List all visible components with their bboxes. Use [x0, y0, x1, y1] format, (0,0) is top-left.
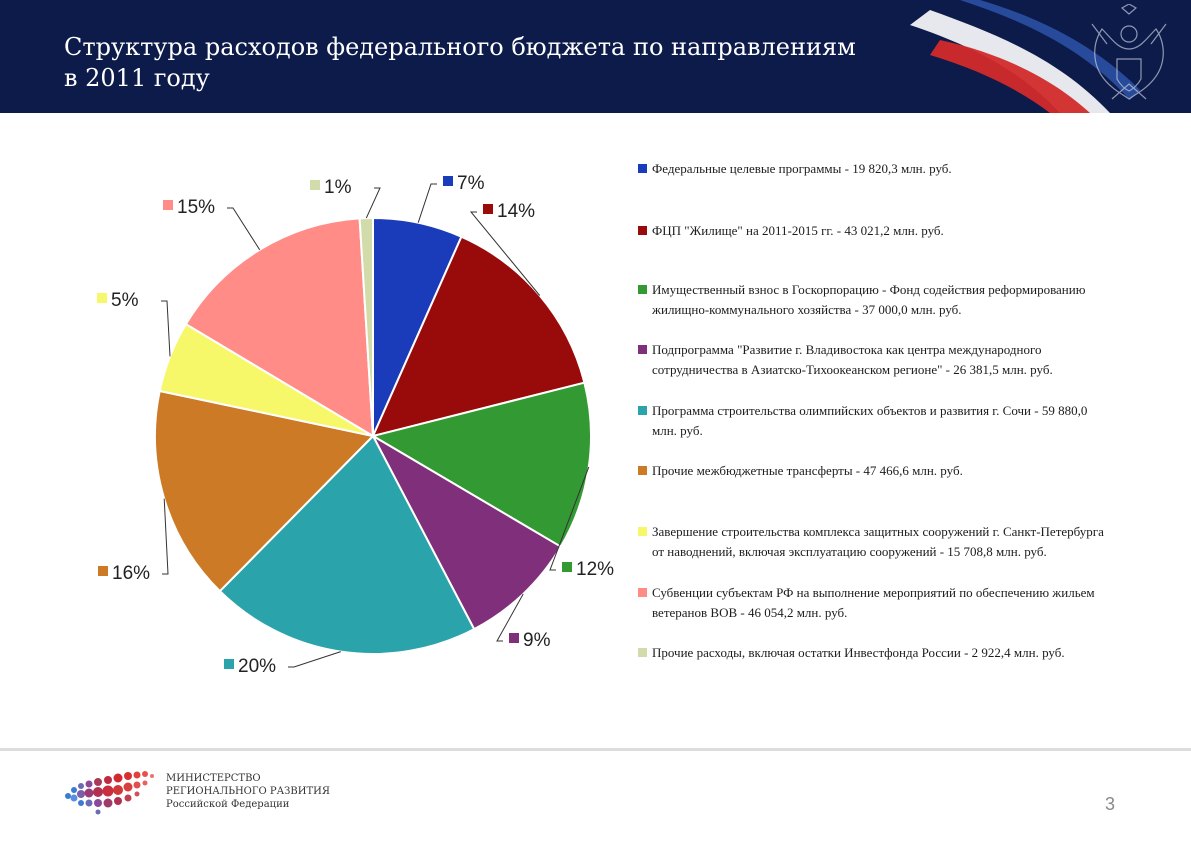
ministry-line-3: Российской Федерации — [166, 799, 290, 810]
data-label-8: 15% — [177, 197, 215, 218]
data-label-2: 14% — [497, 201, 535, 222]
legend-item-6: Прочие межбюджетные трансферты - 47 466,… — [638, 461, 1108, 481]
legend-item-1: Федеральные целевые программы - 19 820,3… — [638, 159, 1108, 179]
legend-label-8: Субвенции субъектам РФ на выполнение мер… — [652, 585, 1095, 620]
footer-divider — [0, 748, 1191, 751]
slide-header: Структура расходов федерального бюджета … — [0, 0, 1191, 113]
leader-line-2 — [469, 211, 541, 296]
leader-line-4 — [496, 593, 524, 642]
legend-label-9: Прочие расходы, включая остатки Инвестфо… — [652, 645, 1065, 660]
legend-swatch-5 — [638, 406, 647, 415]
data-label-swatch-8 — [163, 200, 173, 210]
leader-line-1 — [417, 183, 437, 223]
leader-line-3 — [549, 466, 590, 571]
data-label-swatch-6 — [98, 566, 108, 576]
legend-swatch-4 — [638, 345, 647, 354]
legend-swatch-6 — [638, 466, 647, 475]
legend-item-5: Программа строительства олимпийских объе… — [638, 401, 1108, 440]
legend-swatch-3 — [638, 285, 647, 294]
legend-swatch-9 — [638, 648, 647, 657]
data-label-swatch-5 — [224, 659, 234, 669]
data-label-swatch-3 — [562, 562, 572, 572]
legend-item-7: Завершение строительства комплекса защит… — [638, 522, 1108, 561]
data-label-swatch-1 — [443, 176, 453, 186]
ministry-name: МИНИСТЕРСТВО РЕГИОНАЛЬНОГО РАЗВИТИЯ Росс… — [166, 772, 330, 811]
pie-slice-5 — [218, 434, 476, 655]
pie-slice-9 — [358, 216, 374, 437]
coat-of-arms-icon — [1091, 4, 1167, 100]
ministry-logo-icon — [65, 771, 154, 815]
leader-line-5 — [288, 651, 341, 668]
data-label-7: 5% — [111, 290, 139, 311]
pie-slice-2 — [371, 235, 586, 438]
slide-title-line-2: в 2011 году — [64, 64, 210, 92]
legend-label-6: Прочие межбюджетные трансферты - 47 466,… — [652, 463, 963, 478]
legend-swatch-2 — [638, 226, 647, 235]
legend-item-4: Подпрограмма "Развитие г. Владивостока к… — [638, 340, 1108, 379]
data-label-swatch-9 — [310, 180, 320, 190]
legend-swatch-8 — [638, 588, 647, 597]
leader-line-9 — [365, 187, 381, 219]
data-label-swatch-4 — [509, 633, 519, 643]
slide-title-line-1: Структура расходов федерального бюджета … — [64, 33, 856, 61]
pie-slice-4 — [370, 433, 563, 631]
legend-label-4: Подпрограмма "Развитие г. Владивостока к… — [652, 342, 1053, 377]
legend-label-3: Имущественный взнос в Госкорпорацию - Фо… — [652, 282, 1086, 317]
legend-item-8: Субвенции субъектам РФ на выполнение мер… — [638, 583, 1108, 622]
leader-line-8 — [227, 207, 261, 251]
legend-label-2: ФЦП "Жилище" на 2011-2015 гг. - 43 021,2… — [652, 223, 944, 238]
legend-label-1: Федеральные целевые программы - 19 820,3… — [652, 161, 952, 176]
page-number: 3 — [1105, 794, 1116, 814]
data-label-1: 7% — [457, 173, 485, 194]
data-label-swatch-2 — [483, 204, 493, 214]
ministry-line-2: РЕГИОНАЛЬНОГО РАЗВИТИЯ — [166, 786, 330, 797]
data-label-5: 20% — [238, 656, 276, 677]
legend-item-9: Прочие расходы, включая остатки Инвестфо… — [638, 643, 1108, 663]
legend-swatch-1 — [638, 164, 647, 173]
data-label-4: 9% — [523, 630, 551, 651]
data-label-swatch-7 — [97, 293, 107, 303]
legend-swatch-7 — [638, 527, 647, 536]
legend-label-5: Программа строительства олимпийских объе… — [652, 403, 1088, 438]
legend-item-3: Имущественный взнос в Госкорпорацию - Фо… — [638, 280, 1108, 319]
data-label-6: 16% — [112, 563, 150, 584]
ministry-line-1: МИНИСТЕРСТВО — [166, 773, 261, 784]
legend-label-7: Завершение строительства комплекса защит… — [652, 524, 1104, 559]
legend-item-2: ФЦП "Жилище" на 2011-2015 гг. - 43 021,2… — [638, 221, 1108, 241]
data-label-9: 1% — [324, 177, 352, 198]
pie-chart: 7% 14% 12% 9% 20% 16% 5% 15% 1% — [97, 173, 614, 677]
data-label-3: 12% — [576, 559, 614, 580]
leader-line-6 — [162, 498, 169, 575]
slide-title: Структура расходов федерального бюджета … — [64, 32, 856, 94]
leader-line-7 — [161, 300, 171, 357]
